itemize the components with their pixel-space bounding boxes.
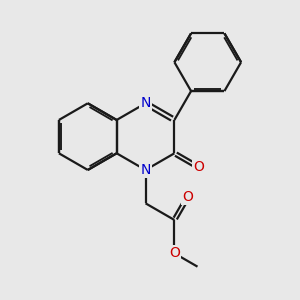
Text: N: N <box>140 96 151 110</box>
Text: O: O <box>194 160 204 175</box>
Text: N: N <box>140 163 151 177</box>
Text: O: O <box>169 246 180 260</box>
Text: O: O <box>182 190 193 204</box>
